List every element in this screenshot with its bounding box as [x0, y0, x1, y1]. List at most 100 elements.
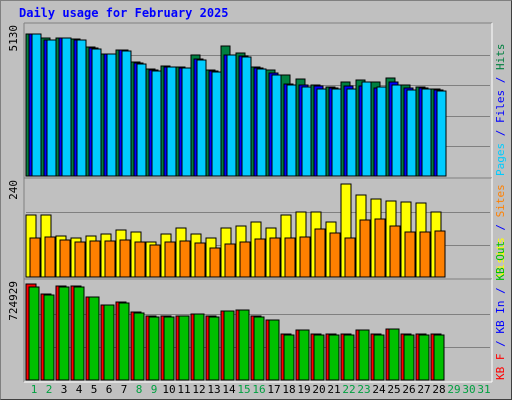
bar-pages [346, 88, 357, 177]
bar-sites [59, 239, 71, 278]
bar-kb-out [178, 315, 190, 381]
bar-kb-out [283, 334, 295, 381]
x-tick-label: 1 [31, 383, 38, 396]
bar-sites [269, 237, 281, 278]
bar-pages [391, 84, 402, 177]
bar-pages [316, 88, 327, 177]
x-tick-label: 17 [267, 383, 280, 396]
bar-pages [436, 90, 447, 177]
legend: Visits / Sites [494, 184, 507, 277]
bar-kb-out [58, 286, 70, 381]
x-tick-label: 25 [387, 383, 400, 396]
x-tick-label: 28 [432, 383, 445, 396]
x-tick-label: 13 [207, 383, 220, 396]
bar-sites [329, 232, 341, 278]
bar-kb-out [403, 334, 415, 381]
bar-kb-out [343, 334, 355, 381]
bar-pages [361, 81, 372, 177]
x-tick-label: 24 [372, 383, 386, 396]
legend-entry: KB Out [494, 241, 507, 281]
bar-sites [299, 236, 311, 278]
legend: Pages / Files / Hits [494, 44, 507, 177]
bar-pages [121, 50, 132, 177]
bar-kb-out [373, 334, 385, 381]
bar-kb-out [28, 286, 40, 381]
bar-pages [46, 39, 57, 177]
x-tick-label: 31 [477, 383, 490, 396]
bar-sites [29, 237, 41, 278]
bar-sites [209, 247, 221, 278]
legend-entry: / [494, 70, 507, 90]
bar-sites [359, 219, 371, 278]
bar-pages [376, 86, 387, 177]
bar-pages [181, 67, 192, 177]
x-tick-label: 22 [342, 383, 355, 396]
x-tick-label: 15 [237, 383, 250, 396]
bar-sites [104, 240, 116, 278]
bar-sites [134, 241, 146, 278]
x-tick-label: 21 [327, 383, 340, 396]
bar-kb-out [418, 334, 430, 381]
bar-pages [76, 39, 87, 177]
x-tick-label: 3 [61, 383, 68, 396]
bar-sites [74, 241, 86, 278]
x-tick-label: 10 [162, 383, 175, 396]
bar-pages [241, 56, 252, 177]
bar-sites [119, 239, 131, 278]
bar-sites [44, 236, 56, 278]
y-tick-label: 724929 [7, 281, 20, 321]
legend: KB F / KB In / KB Out [494, 241, 507, 380]
x-tick-label: 11 [177, 383, 190, 396]
bar-kb-out [388, 328, 400, 381]
bar-pages [256, 68, 267, 177]
x-tick-label: 16 [252, 383, 265, 396]
x-tick-label: 14 [222, 383, 236, 396]
bar-kb-out [133, 312, 145, 381]
bar-sites [254, 238, 266, 278]
legend-entry: / [494, 281, 507, 301]
y-tick-label: 240 [7, 180, 20, 200]
bar-pages [196, 59, 207, 177]
bar-pages [271, 74, 282, 177]
x-tick-label: 20 [312, 383, 325, 396]
bar-pages [136, 63, 147, 177]
bar-kb-out [73, 286, 85, 381]
legend-entry: KB In [494, 301, 507, 334]
x-tick-label: 5 [91, 383, 98, 396]
bar-kb-out [238, 309, 250, 381]
bar-sites [149, 244, 161, 278]
bar-kb-out [223, 310, 235, 381]
bar-pages [331, 88, 342, 177]
bar-pages [166, 66, 177, 177]
bar-sites [344, 237, 356, 278]
legend-entry: Pages [494, 143, 507, 176]
bar-kb-out [103, 304, 115, 381]
legend-entry: Sites [494, 184, 507, 217]
bar-sites [224, 243, 236, 278]
bar-pages [406, 89, 417, 177]
legend-entry: / [494, 217, 507, 237]
x-tick-label: 8 [136, 383, 143, 396]
bar-sites [404, 231, 416, 278]
bar-sites [389, 225, 401, 278]
bar-kb-out [298, 329, 310, 381]
chart-title: Daily usage for February 2025 [19, 6, 229, 20]
bar-kb-out [88, 296, 100, 381]
x-tick-label: 30 [462, 383, 475, 396]
legend-entry: KB F [494, 354, 507, 381]
bar-kb-out [358, 329, 370, 381]
x-tick-label: 27 [417, 383, 430, 396]
bar-sites [374, 218, 386, 278]
bar-sites [434, 230, 446, 278]
legend-entry: / [494, 334, 507, 354]
x-tick-label: 9 [151, 383, 158, 396]
bar-kb-out [43, 294, 55, 381]
bar-sites [179, 240, 191, 278]
legend-entry: / [494, 123, 507, 143]
x-tick-label: 4 [76, 383, 83, 396]
x-tick-label: 29 [447, 383, 460, 396]
x-tick-label: 6 [106, 383, 113, 396]
x-tick-label: 18 [282, 383, 295, 396]
legend-entry: Hits [494, 44, 507, 71]
